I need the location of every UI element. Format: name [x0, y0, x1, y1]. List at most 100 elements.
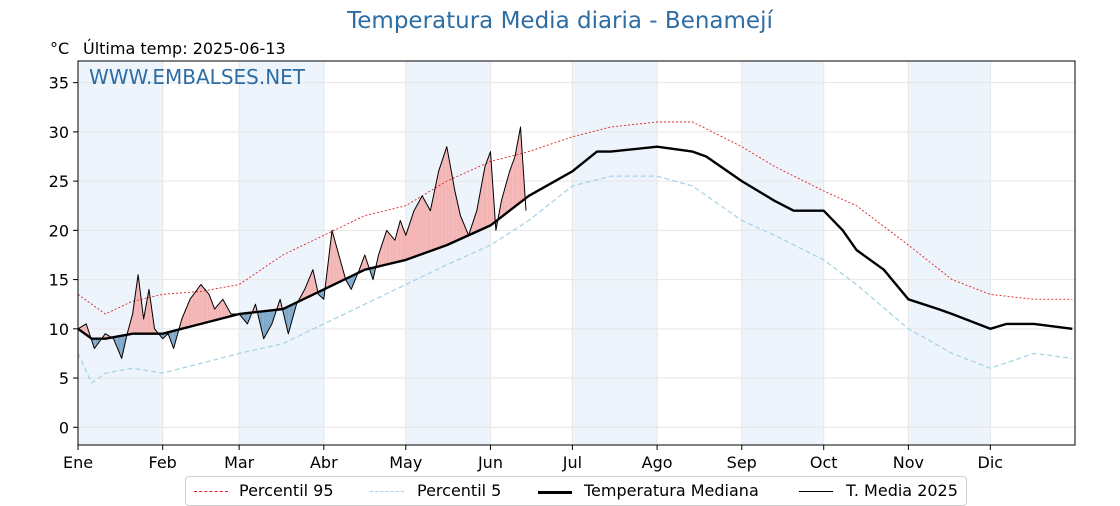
fill-above-median: [402, 224, 403, 261]
fill-above-median: [451, 169, 452, 243]
x-tick-label: Oct: [810, 453, 838, 472]
fill-above-median: [426, 203, 427, 252]
y-tick-label: 20: [49, 221, 69, 240]
fill-above-median: [486, 159, 487, 227]
fill-above-median: [489, 152, 490, 226]
fill-above-median: [419, 198, 420, 255]
fill-above-median: [422, 196, 423, 254]
x-tick-label: Ene: [63, 453, 93, 472]
month-bands: [78, 61, 990, 445]
fill-below-median: [265, 311, 266, 336]
y-tick-label: 30: [49, 123, 69, 142]
fill-above-median: [393, 239, 394, 263]
fill-above-median: [193, 294, 194, 326]
fill-above-median: [512, 160, 513, 208]
fill-above-median: [437, 171, 438, 248]
fill-above-median: [411, 215, 412, 258]
x-tick-label: Mar: [224, 453, 255, 472]
legend-swatch-current: [799, 491, 833, 492]
watermark: WWW.EMBALSES.NET: [89, 65, 306, 89]
x-tick-label: May: [389, 453, 422, 472]
x-tick-label: Abr: [310, 453, 338, 472]
fill-above-median: [202, 286, 203, 323]
fill-above-median: [404, 232, 405, 261]
legend: Percentil 95 Percentil 5 Temperatura Med…: [185, 476, 967, 506]
fill-above-median: [436, 178, 437, 249]
x-tick-label: Jun: [477, 453, 503, 472]
fill-above-median: [333, 235, 334, 285]
fill-above-median: [418, 201, 419, 256]
fill-above-median: [440, 163, 441, 248]
fill-above-median: [488, 155, 489, 226]
month-band: [78, 61, 163, 445]
x-tick-label: Feb: [149, 453, 177, 472]
fill-above-median: [335, 240, 336, 284]
legend-label-p5: Percentil 5: [417, 481, 501, 500]
fill-above-median: [424, 198, 425, 253]
fill-above-median: [391, 235, 392, 263]
fill-above-median: [447, 147, 448, 245]
fill-above-median: [205, 289, 206, 322]
fill-above-median: [434, 184, 435, 249]
fill-above-median: [221, 299, 222, 318]
x-tick-label: Dic: [978, 453, 1004, 472]
fill-above-median: [392, 237, 393, 263]
fill-above-median: [403, 228, 404, 261]
fill-above-median: [220, 301, 221, 319]
legend-label-p95: Percentil 95: [239, 481, 334, 500]
fill-above-median: [388, 232, 389, 264]
fill-above-median: [444, 151, 445, 246]
fill-above-median: [389, 234, 390, 264]
fill-above-median: [516, 142, 517, 206]
fill-above-median: [413, 211, 414, 258]
fill-above-median: [448, 154, 449, 244]
y-tick-label: 5: [59, 369, 69, 388]
fill-above-median: [194, 292, 195, 326]
fill-above-median: [197, 288, 198, 325]
x-tick-label: Nov: [893, 453, 924, 472]
fill-above-median: [191, 296, 192, 327]
fill-above-median: [204, 288, 205, 323]
fill-above-median: [198, 286, 199, 324]
fill-above-median: [387, 230, 388, 264]
y-tick-label: 0: [59, 418, 69, 437]
fill-above-median: [190, 297, 191, 326]
legend-label-current: T. Media 2025: [846, 481, 958, 500]
fill-above-median: [441, 159, 442, 247]
fill-above-median: [433, 191, 434, 250]
month-band: [908, 61, 990, 445]
fill-above-median: [410, 219, 411, 259]
fill-above-median: [484, 166, 485, 228]
fill-above-median: [414, 208, 415, 257]
fill-below-median: [266, 311, 267, 334]
fill-above-median: [219, 303, 220, 320]
x-tick-label: Sep: [727, 453, 757, 472]
fill-above-median: [429, 208, 430, 251]
fill-above-median: [399, 221, 400, 262]
month-band: [742, 61, 824, 445]
x-tick-label: Ago: [642, 453, 673, 472]
y-tick-label: 10: [49, 320, 69, 339]
fill-above-median: [417, 203, 418, 256]
legend-swatch-p95: [194, 491, 228, 492]
fill-above-median: [415, 206, 416, 257]
fill-above-median: [428, 206, 429, 252]
fill-above-median: [425, 201, 426, 253]
legend-swatch-median: [538, 491, 572, 494]
fill-above-median: [514, 157, 515, 208]
y-tick-label: 15: [49, 271, 69, 290]
fill-above-median: [452, 176, 453, 242]
fill-above-median: [443, 155, 444, 247]
fill-above-median: [208, 293, 209, 322]
fill-above-median: [189, 299, 190, 327]
fill-above-median: [519, 127, 520, 203]
fill-above-median: [201, 285, 202, 324]
fill-above-median: [195, 290, 196, 325]
fill-above-median: [409, 223, 410, 259]
fill-above-median: [206, 291, 207, 322]
legend-swatch-p5: [370, 491, 404, 492]
legend-label-median: Temperatura Mediana: [584, 481, 759, 500]
fill-above-median: [439, 167, 440, 248]
